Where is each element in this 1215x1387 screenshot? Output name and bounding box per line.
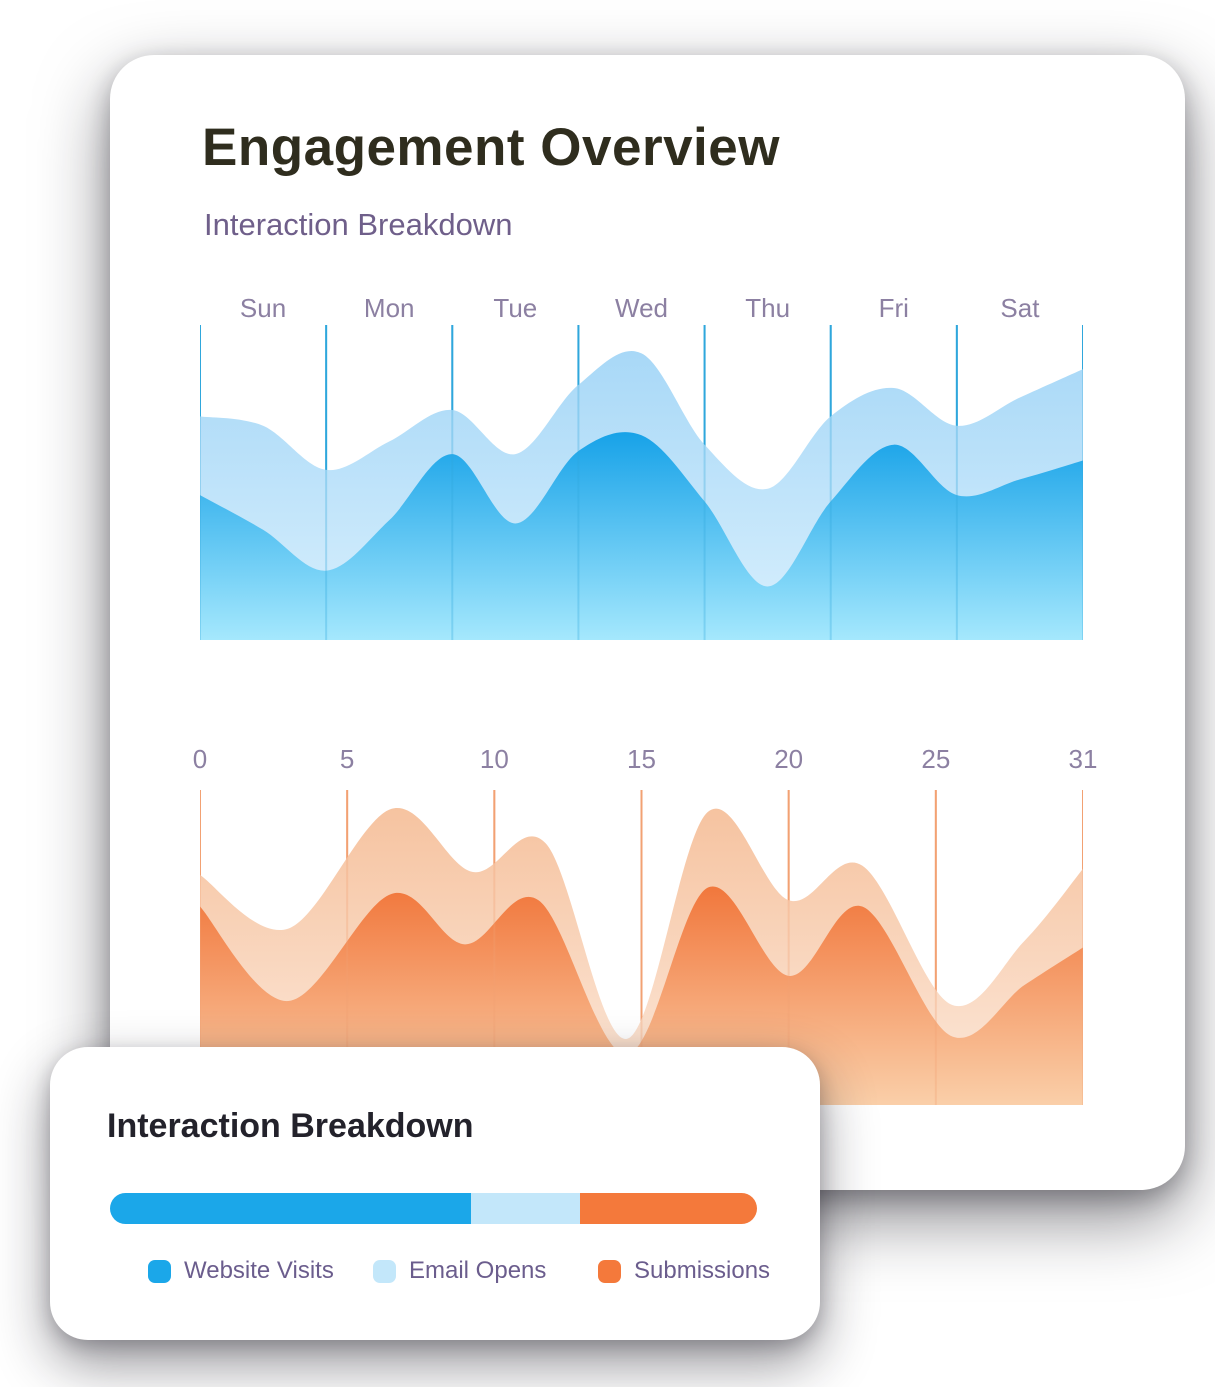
- legend-item-email-opens: Email Opens: [373, 1257, 546, 1285]
- email-opens-bar-segment: [471, 1193, 580, 1224]
- legend-label: Email Opens: [409, 1257, 547, 1284]
- weekly-area-chart: [200, 325, 1083, 640]
- x-axis-label: 15: [627, 744, 656, 774]
- submissions-bar-segment: [579, 1193, 757, 1224]
- legend-label: Website Visits: [184, 1257, 334, 1284]
- legend-item-submissions: Submissions: [598, 1257, 770, 1285]
- x-axis-label: Mon: [363, 293, 415, 323]
- x-axis-label: 31: [1068, 744, 1098, 774]
- x-axis-label: Sat: [1000, 293, 1040, 323]
- x-axis-label: 25: [921, 744, 951, 774]
- interaction-stacked-bar: [110, 1193, 757, 1224]
- weekday-axis-labels: Sun Mon Tue Wed Thu Fri Sat: [200, 293, 1083, 327]
- x-axis-label: 0: [192, 744, 208, 774]
- legend-item-website-visits: Website Visits: [148, 1257, 334, 1285]
- blue-front-wave-bright-blue: [200, 432, 1083, 640]
- x-axis-label: 10: [479, 744, 509, 774]
- x-axis-label: 20: [774, 744, 804, 774]
- day-of-month-axis-labels: 0 5 10 15 20 25 31: [193, 744, 1098, 778]
- interaction-breakdown-card: Interaction Breakdown Website Visits Emai…: [50, 1047, 820, 1340]
- page-title: Engagement Overview: [202, 118, 780, 177]
- website-visits-swatch: [148, 1259, 171, 1283]
- engagement-overview-card: Engagement Overview Interaction Breakdow…: [110, 55, 1185, 1190]
- x-axis-label: 5: [339, 744, 355, 774]
- x-axis-label: Tue: [493, 293, 538, 323]
- legend-label: Submissions: [634, 1257, 771, 1284]
- submissions-swatch: [598, 1259, 621, 1283]
- x-axis-label: Sun: [239, 293, 287, 323]
- email-opens-swatch: [373, 1259, 396, 1283]
- page-subtitle: Interaction Breakdown: [204, 207, 513, 242]
- legend-card-title: Interaction Breakdown: [107, 1107, 474, 1145]
- x-axis-label: Wed: [615, 293, 668, 323]
- website-visits-bar-segment: [110, 1193, 472, 1224]
- x-axis-label: Thu: [745, 293, 791, 323]
- legend: Website Visits Email Opens Submissions: [50, 1257, 820, 1291]
- x-axis-label: Fri: [878, 293, 909, 323]
